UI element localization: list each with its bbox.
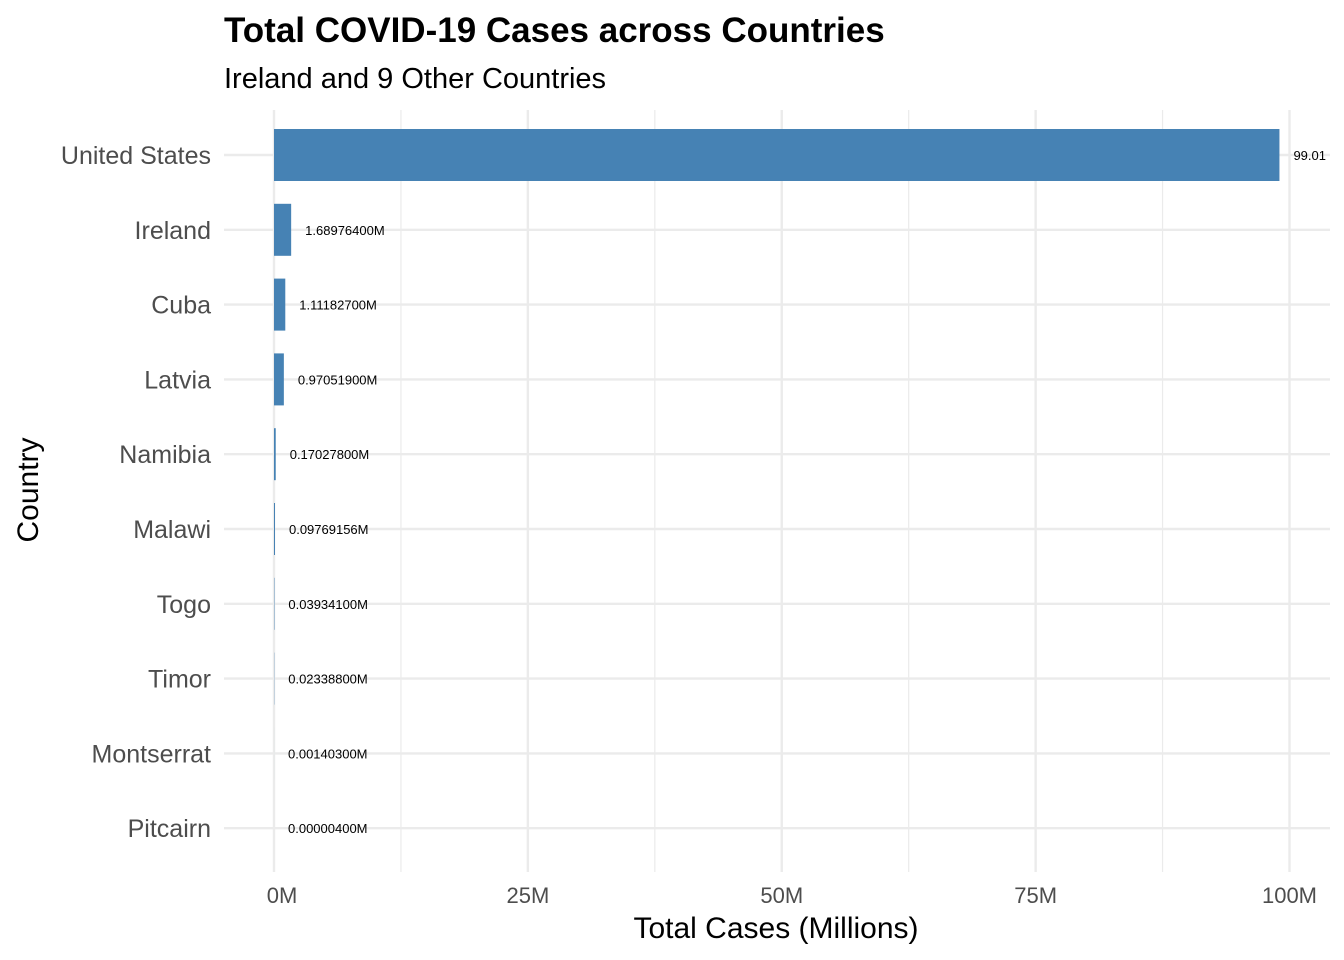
y-tick-label: Pitcairn xyxy=(128,815,211,843)
data-label: 1.68976400M xyxy=(305,223,385,238)
x-tick-label: 100M xyxy=(1262,883,1317,908)
chart-subtitle: Ireland and 9 Other Countries xyxy=(224,63,606,95)
y-axis: United States Ireland Cuba Latvia Namibia Mal… xyxy=(61,142,211,843)
y-tick-label: Ireland xyxy=(135,217,211,245)
y-tick-label: Togo xyxy=(157,591,211,619)
x-axis: 0M 25M 50M 75M 100M xyxy=(267,883,1317,908)
y-tick-label: United States xyxy=(61,142,211,170)
data-labels: 99.01 1.68976400M 1.11182700M 0.97051900M 0.… xyxy=(288,148,1326,836)
x-tick-label: 25M xyxy=(506,883,549,908)
data-label: 0.03934100M xyxy=(288,597,368,612)
data-label: 0.17027800M xyxy=(290,447,370,462)
bar xyxy=(274,129,1280,181)
data-label: 0.00140300M xyxy=(288,746,368,761)
bar xyxy=(274,503,275,555)
y-tick-label: Malawi xyxy=(133,516,211,544)
grid xyxy=(224,110,1330,872)
data-label: 0.02338800M xyxy=(288,672,368,687)
data-label: 0.00000400M xyxy=(288,821,368,836)
data-label: 0.09769156M xyxy=(289,522,369,537)
data-label: 1.11182700M xyxy=(299,298,377,313)
x-tick-label: 0M xyxy=(267,883,298,908)
y-tick-label: Montserrat xyxy=(92,740,212,768)
bar xyxy=(274,428,276,481)
chart-title: Total COVID-19 Cases across Countries xyxy=(224,11,885,50)
y-tick-label: Latvia xyxy=(144,366,211,394)
x-tick-label: 75M xyxy=(1014,883,1057,908)
bar xyxy=(274,353,284,406)
y-tick-label: Namibia xyxy=(119,441,211,469)
bars xyxy=(274,129,1280,855)
data-label: 99.01 xyxy=(1293,148,1326,163)
x-tick-label: 50M xyxy=(760,883,803,908)
y-tick-label: Timor xyxy=(148,666,211,694)
bar xyxy=(274,278,286,331)
x-axis-title: Total Cases (Millions) xyxy=(633,912,918,945)
y-tick-label: Cuba xyxy=(151,292,211,320)
y-axis-title: Country xyxy=(12,437,45,542)
data-label: 0.97051900M xyxy=(298,372,378,387)
bar xyxy=(274,203,292,256)
